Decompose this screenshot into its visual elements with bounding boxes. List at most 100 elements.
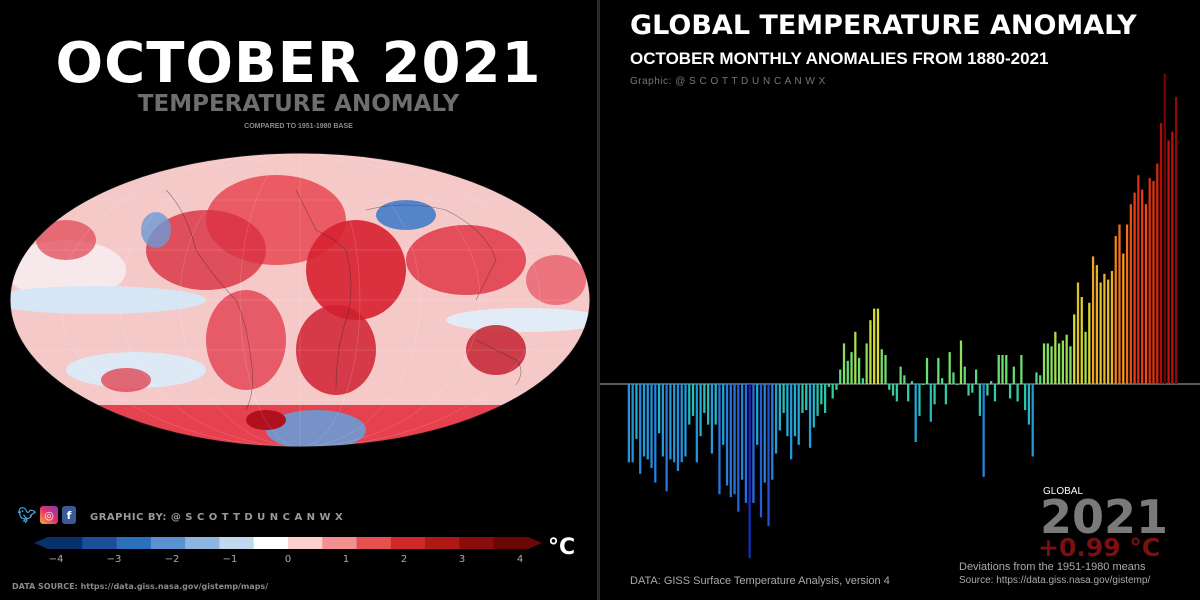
- colorbar-tick-label: 4: [517, 554, 523, 565]
- anomaly-bar-1887: [654, 384, 657, 483]
- anomaly-bar-1991: [1046, 343, 1049, 384]
- anomaly-bar-1935: [835, 384, 838, 390]
- anomaly-bar-2000: [1080, 297, 1083, 384]
- map-title: OCTOBER 2021: [55, 31, 542, 96]
- chart-credit: Graphic: @ S C O T T D U N C A N W X: [630, 76, 826, 87]
- anomaly-bar-1973: [978, 384, 981, 416]
- colorbar-tick-label: −3: [107, 554, 122, 565]
- anomaly-bar-1927: [805, 384, 808, 411]
- anomaly-bar-1948: [884, 355, 887, 384]
- graphic-credit: GRAPHIC BY: @ S C O T T D U N C A N W X: [90, 512, 344, 523]
- anomaly-bar-1898: [695, 384, 698, 463]
- anomaly-bar-1992: [1050, 346, 1053, 384]
- anomaly-world-map: [9, 152, 591, 448]
- panel-divider: [597, 0, 600, 600]
- chart-subtitle: OCTOBER MONTHLY ANOMALIES FROM 1880-2021: [630, 49, 1049, 68]
- anomaly-bar-1923: [790, 384, 793, 460]
- anomaly-bar-1906: [725, 384, 729, 486]
- anomaly-bar-1895: [684, 384, 687, 457]
- anomaly-bar-1932: [824, 384, 827, 413]
- anomaly-bar-1956: [914, 384, 917, 442]
- anomaly-bar-1952: [899, 366, 902, 384]
- anomaly-bar-1910: [740, 384, 744, 480]
- colorbar-segment: [425, 537, 460, 549]
- anomaly-bar-1918: [771, 384, 774, 480]
- right-panel: GLOBAL TEMPERATURE ANOMALY OCTOBER MONTH…: [600, 0, 1200, 600]
- anomaly-bar-1917: [767, 384, 770, 527]
- anomaly-bar-1996: [1065, 334, 1068, 384]
- anomaly-bar-1912: [748, 384, 751, 558]
- anomaly-bar-1961: [933, 384, 936, 405]
- anomaly-bar-1905: [722, 384, 725, 445]
- anomaly-bar-2014: [1133, 192, 1136, 384]
- anomaly-bar-1999: [1076, 282, 1080, 384]
- anomaly-bar-1930: [816, 384, 819, 416]
- anomaly-bar-1963: [940, 378, 944, 384]
- anomaly-bar-1920: [778, 384, 781, 431]
- anomaly-bar-1997: [1069, 346, 1072, 384]
- colorbar-segment: [82, 537, 118, 549]
- anomaly-bar-1989: [1039, 375, 1042, 384]
- anomaly-bar-2018: [1148, 178, 1151, 384]
- social-icons: 🐦︎ ◎ f: [17, 506, 76, 524]
- colorbar-tick-label: 1: [343, 554, 349, 565]
- anomaly-bar-1900: [703, 384, 706, 413]
- anomaly-bar-1891: [669, 384, 672, 460]
- anomaly-value-label: +0.99 °C: [1038, 533, 1161, 562]
- anomaly-bar-1925: [797, 384, 800, 445]
- anomaly-bar-1987: [1031, 384, 1034, 457]
- colorbar-segment: [493, 537, 529, 549]
- anomaly-bar-1888: [657, 384, 661, 434]
- source-right: Source: https://data.giss.nasa.gov/giste…: [959, 575, 1151, 586]
- anomaly-bar-1934: [831, 384, 834, 399]
- anomaly-bar-1949: [888, 384, 891, 390]
- anomaly-bar-1974: [982, 384, 985, 477]
- anomaly-bar-1914: [756, 384, 759, 445]
- anomaly-bar-1919: [774, 384, 778, 454]
- instagram-icon[interactable]: ◎: [40, 506, 58, 524]
- anomaly-bar-1972: [974, 369, 978, 384]
- colorbar-segment: [219, 537, 255, 549]
- twitter-icon[interactable]: 🐦︎: [17, 506, 37, 524]
- anomaly-bar-1990: [1042, 343, 1046, 384]
- anomaly-bar-1913: [752, 384, 755, 503]
- base-period-note: COMPARED TO 1951-1980 BASE: [244, 123, 353, 130]
- facebook-icon[interactable]: f: [62, 506, 76, 524]
- anomaly-bar-2002: [1088, 302, 1091, 384]
- anomaly-bar-1899: [699, 384, 702, 437]
- data-note: DATA: GISS Surface Temperature Analysis,…: [630, 575, 890, 587]
- anomaly-bar-2020: [1156, 163, 1159, 384]
- colorbar: −4 −3 −2 −1 0 1 2 3 4: [34, 537, 542, 565]
- anomaly-bar-1933: [827, 384, 831, 387]
- anomaly-bar-1940: [854, 331, 857, 384]
- anomaly-bar-2010: [1118, 224, 1121, 384]
- anomaly-bar-1977: [993, 384, 997, 402]
- anomaly-bar-1893: [676, 384, 680, 471]
- anomaly-bar-1911: [744, 384, 748, 503]
- anomaly-bar-1985: [1024, 384, 1027, 411]
- anomaly-bar-1995: [1061, 340, 1065, 384]
- anomaly-bar-1903: [714, 384, 717, 425]
- anomaly-bar-1902: [710, 384, 714, 454]
- anomaly-bar-1980: [1005, 355, 1008, 384]
- anomaly-bar-1954: [907, 384, 910, 402]
- anomaly-bar-2015: [1137, 175, 1140, 384]
- anomaly-bar-2001: [1084, 331, 1087, 384]
- anomaly-bar-1978: [997, 355, 1000, 384]
- anomaly-bar-1904: [718, 384, 721, 495]
- anomaly-bar-2011: [1122, 253, 1125, 384]
- anomaly-bar-1921: [782, 384, 785, 413]
- anomaly-bar-2021: [1159, 123, 1163, 384]
- anomaly-bar-1962: [937, 357, 940, 384]
- anomaly-bar-1880: [627, 384, 631, 463]
- anomaly-bar-1965: [948, 352, 951, 384]
- colorbar-max-arrow: [528, 537, 542, 549]
- anomaly-bar-1964: [944, 384, 948, 405]
- anomaly-bar-1976: [990, 381, 993, 384]
- anomaly-bar-1907: [729, 384, 732, 498]
- anomaly-bar-1897: [691, 384, 695, 416]
- chart-title: GLOBAL TEMPERATURE ANOMALY: [630, 10, 1137, 41]
- anomaly-bar-1931: [820, 384, 823, 405]
- colorbar-segment: [459, 537, 495, 549]
- year-label: 2021: [1040, 490, 1169, 544]
